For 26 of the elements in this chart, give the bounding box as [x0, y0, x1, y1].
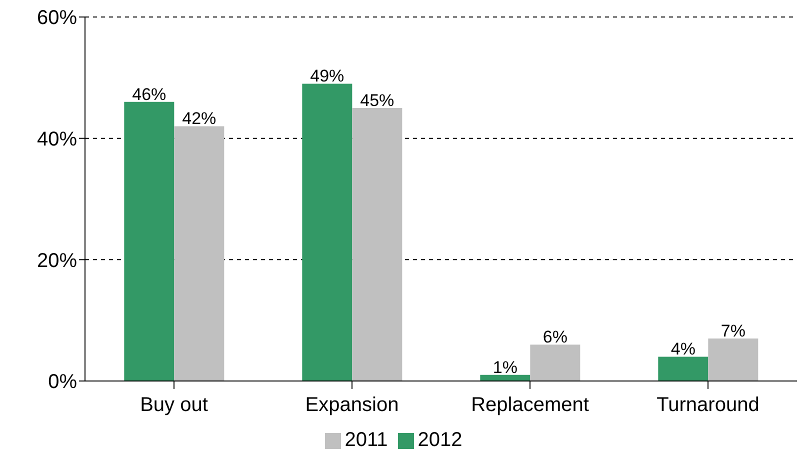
bar [530, 344, 580, 381]
y-tick-label: 0% [48, 371, 78, 394]
bar [480, 374, 530, 381]
data-label: 42% [182, 109, 216, 128]
legend-label: 2011 [344, 429, 388, 451]
data-label: 46% [132, 84, 166, 104]
legend-label: 2012 [418, 429, 462, 451]
y-tick-label: 20% [36, 250, 78, 272]
y-tick-label: 40% [36, 128, 78, 150]
data-label: 45% [360, 91, 394, 110]
x-tick-label: Turnaround [656, 394, 760, 416]
bar [352, 108, 402, 381]
data-label: 1% [492, 358, 518, 377]
x-tick-label: Buy out [140, 394, 208, 416]
bar [708, 338, 758, 381]
bar [302, 84, 352, 381]
data-label: 7% [720, 322, 746, 341]
data-label: 6% [542, 328, 568, 347]
data-label: 4% [670, 340, 696, 359]
y-tick-label: 60% [36, 7, 78, 30]
bar [124, 102, 174, 381]
x-tick-label: Expansion [305, 394, 399, 416]
x-tick-label: Replacement [471, 394, 590, 416]
bar [658, 356, 708, 381]
data-label: 49% [310, 66, 344, 86]
bar [174, 126, 224, 381]
